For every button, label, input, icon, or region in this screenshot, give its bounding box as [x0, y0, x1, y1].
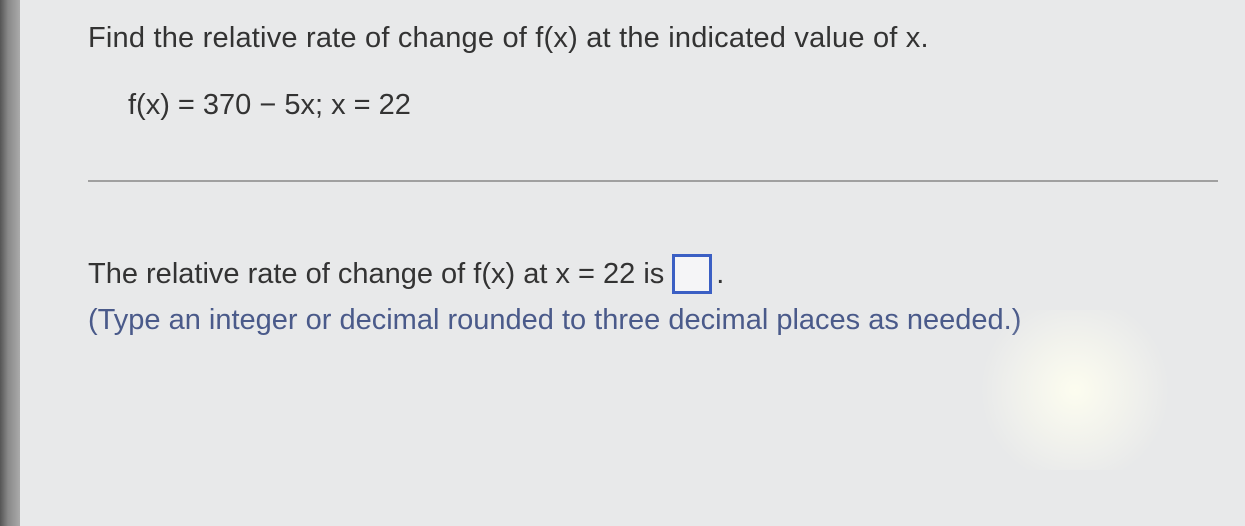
question-formula: f(x) = 370 − 5x; x = 22 — [128, 89, 1208, 122]
answer-input[interactable] — [672, 254, 712, 294]
section-divider — [88, 180, 1218, 182]
question-prompt: Find the relative rate of change of f(x)… — [88, 22, 1208, 55]
answer-hint: (Type an integer or decimal rounded to t… — [88, 304, 1208, 337]
answer-prefix: The relative rate of change of f(x) at x… — [88, 258, 664, 291]
page-left-edge — [0, 0, 20, 526]
answer-section: The relative rate of change of f(x) at x… — [88, 254, 1208, 337]
answer-suffix: . — [716, 258, 724, 291]
problem-content: Find the relative rate of change of f(x)… — [88, 22, 1208, 337]
answer-line: The relative rate of change of f(x) at x… — [88, 254, 1208, 294]
